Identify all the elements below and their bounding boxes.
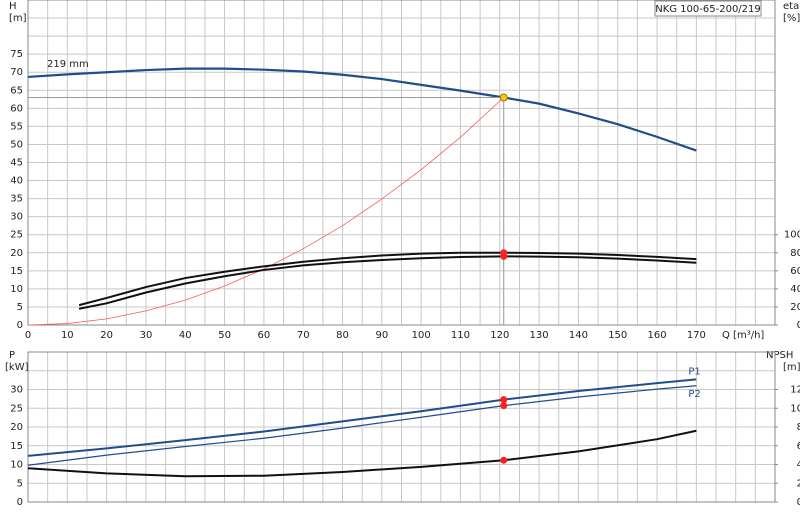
y-tick-label: 25 [10,403,23,414]
x-tick-label: 20 [100,330,113,341]
y2-tick-label: 0 [797,497,800,508]
plot-frame [27,0,776,326]
curve [27,429,697,478]
curve [27,378,697,457]
curve [27,97,504,326]
y-tick-label: 10 [10,284,23,295]
y-tick-label: 55 [10,121,23,132]
y-tick-label: 40 [10,176,23,187]
x-tick-label: 30 [140,330,153,341]
y-tick-label: 0 [17,497,23,508]
curve [27,67,697,152]
y-tick-label: 10 [10,460,23,471]
y2-tick-label: 12 [790,385,800,396]
x-tick-label: 120 [490,330,509,341]
y-tick-label: 50 [10,139,23,150]
x-tick-label: 170 [687,330,706,341]
y-tick-label: 15 [10,441,23,452]
x-tick-label: 110 [451,330,470,341]
y-tick-label: 20 [10,422,23,433]
x-tick-label: 80 [336,330,349,341]
x-tick-label: 0 [25,330,31,341]
operating-point [500,252,508,260]
y-tick-label: 5 [17,478,23,489]
plot-frame [27,351,776,503]
y-tick-label: 75 [10,49,23,60]
y-unit: [kW] [5,362,29,373]
series-label: P1 [688,366,700,377]
x-tick-label: 150 [608,330,627,341]
series-label: P2 [688,389,700,400]
y-label: P [9,350,15,361]
y2-tick-label: 10 [790,403,800,414]
x-tick-label: 90 [375,330,388,341]
y-tick-label: 60 [10,103,23,114]
annotation: 219 mm [47,59,89,70]
x-tick-label: 160 [648,330,667,341]
y-tick-label: 15 [10,266,23,277]
y-tick-label: 35 [10,194,23,205]
curve [78,251,697,307]
y-tick-label: 65 [10,85,23,96]
operating-point [500,396,508,404]
x-tick-label: 130 [530,330,549,341]
curve [27,385,697,466]
y2-unit: [m] [783,362,800,373]
x-label: Q [m³/h] [722,330,764,341]
x-tick-label: 140 [569,330,588,341]
chart-title: NKG 100-65-200/219 [655,4,761,15]
x-tick-label: 100 [412,330,431,341]
operating-point [500,402,508,410]
y-tick-label: 0 [17,320,23,331]
y2-label: NPSH [766,350,793,361]
y2-unit: [%] [783,13,800,24]
y2-tick-label: 20 [790,302,800,313]
y-tick-label: 70 [10,67,23,78]
y-tick-label: 30 [10,212,23,223]
x-tick-label: 40 [179,330,192,341]
y2-tick-label: 6 [797,441,800,452]
y-unit: [m] [9,13,27,24]
x-tick-label: 50 [218,330,231,341]
y-tick-label: 30 [10,385,23,396]
y2-tick-label: 100 [784,230,800,241]
title-box [654,0,762,17]
y2-tick-label: 60 [790,266,800,277]
y2-tick-label: 0 [797,320,800,331]
y-tick-label: 45 [10,158,23,169]
y2-tick-label: 4 [797,460,800,471]
y2-tick-label: 8 [797,422,800,433]
x-tick-label: 70 [297,330,310,341]
x-tick-label: 10 [61,330,74,341]
y-tick-label: 20 [10,248,23,259]
y-label: H [9,1,17,12]
operating-point [500,456,508,464]
curve [78,255,697,310]
y-tick-label: 25 [10,230,23,241]
y2-tick-label: 80 [790,248,800,259]
y2-tick-label: 40 [790,284,800,295]
x-tick-label: 60 [258,330,271,341]
y2-label: eta [783,1,799,12]
y-tick-label: 5 [17,302,23,313]
y2-tick-label: 2 [797,478,800,489]
operating-point [499,93,508,102]
